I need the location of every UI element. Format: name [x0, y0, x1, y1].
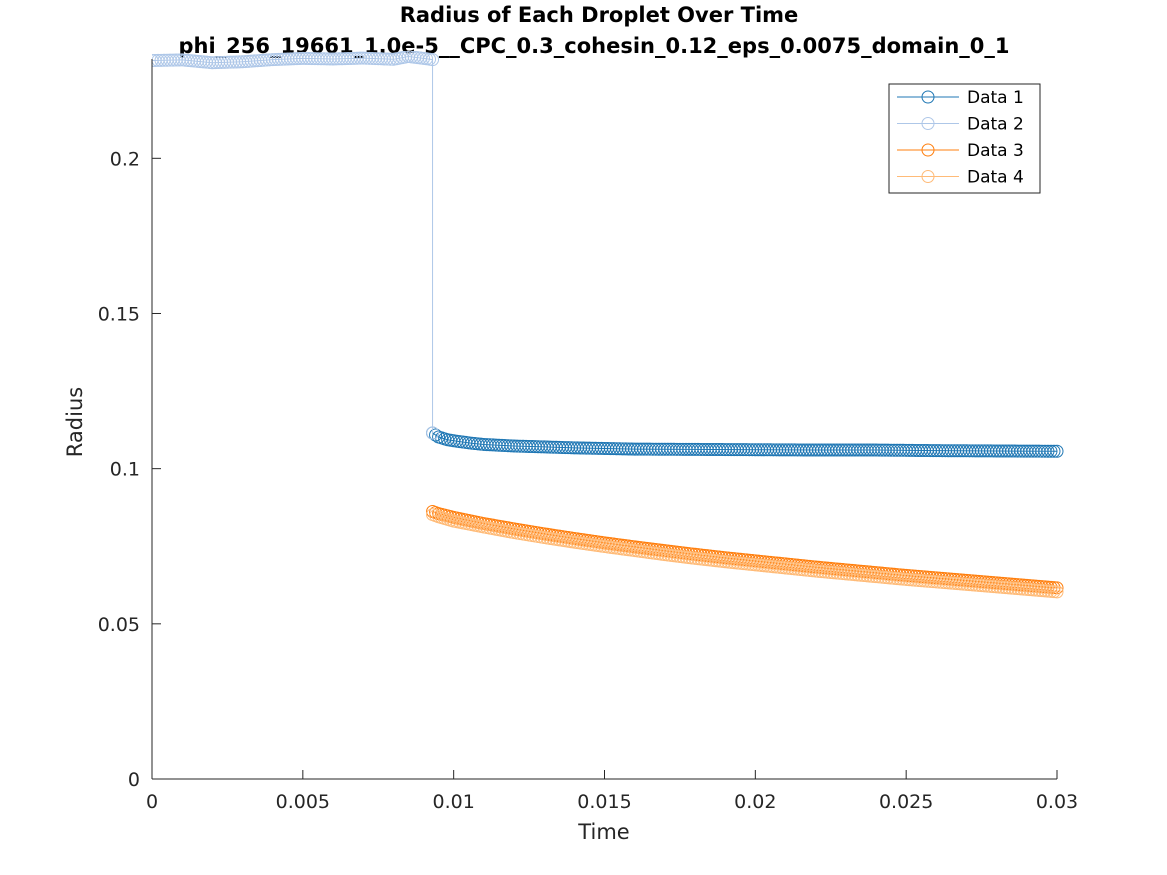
- series-1-point: [1050, 444, 1064, 458]
- chart-subtitle: phi_256_19661_1.0e-5__CPC_0.3_cohesin_0.…: [179, 34, 1010, 58]
- y-axis-label: Radius: [63, 387, 87, 457]
- x-tick-label: 0.005: [276, 791, 330, 813]
- legend-label: Data 4: [967, 168, 1024, 188]
- legend-swatch-marker: [921, 143, 935, 157]
- legend: Data 1 Data 2 Data 3 Data 4: [888, 83, 1041, 194]
- x-tick-label: 0.015: [577, 791, 631, 813]
- x-tick-label: 0.025: [879, 791, 933, 813]
- legend-label: Data 2: [967, 115, 1024, 135]
- x-tick-label: 0: [146, 791, 158, 813]
- series-2-point: [426, 53, 440, 67]
- legend-swatch-marker: [921, 170, 935, 183]
- y-tick-label: 0.05: [98, 614, 140, 636]
- legend-label: Data 1: [967, 88, 1024, 108]
- axes-layer: 0 0.005 0.01 0.015 0.02 0.025 0.03 0 0.05 0.1 0.15…: [98, 59, 1078, 813]
- series-1-point: [1044, 444, 1058, 458]
- y-tick-label: 0.1: [110, 459, 140, 481]
- x-tick-label: 0.02: [734, 791, 776, 813]
- x-axis-label: Time: [577, 820, 629, 844]
- chart-title: Radius of Each Droplet Over Time: [400, 3, 799, 27]
- legend-swatch-marker: [921, 117, 935, 130]
- legend-label: Data 3: [967, 141, 1024, 161]
- series-1-point: [429, 428, 443, 442]
- series-3-point: [1050, 581, 1064, 595]
- series-1: [426, 426, 1064, 458]
- y-tick-label: 0.15: [98, 303, 140, 325]
- legend-box: [888, 83, 1041, 194]
- y-tick-label: 0.2: [110, 148, 140, 170]
- series-2-point: [426, 426, 440, 440]
- series-layer: [152, 51, 1064, 599]
- series-1-point: [1041, 444, 1055, 458]
- series-1-point: [1047, 444, 1061, 458]
- series-4-point: [1050, 585, 1064, 599]
- series-2: [152, 51, 440, 440]
- x-tick-label: 0.01: [433, 791, 475, 813]
- legend-swatch-marker: [921, 90, 935, 104]
- x-tick-label: 0.03: [1036, 791, 1078, 813]
- series-4: [426, 508, 1064, 599]
- y-tick-label: 0: [128, 769, 140, 791]
